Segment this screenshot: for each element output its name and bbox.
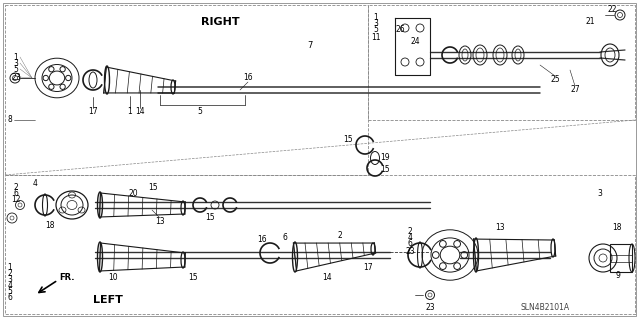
Text: LEFT: LEFT xyxy=(93,295,123,305)
Text: RIGHT: RIGHT xyxy=(201,17,239,27)
Text: 27: 27 xyxy=(570,85,580,94)
Text: 1: 1 xyxy=(8,263,12,272)
Text: 18: 18 xyxy=(612,224,621,233)
Text: 5: 5 xyxy=(13,64,19,73)
Text: 10: 10 xyxy=(108,273,118,283)
Text: 3: 3 xyxy=(13,58,19,68)
Text: 3: 3 xyxy=(8,276,12,285)
Text: 1: 1 xyxy=(13,53,19,62)
Text: 12: 12 xyxy=(12,196,20,204)
Text: 2: 2 xyxy=(338,231,342,240)
Text: 19: 19 xyxy=(380,153,390,162)
Text: 5: 5 xyxy=(198,108,202,116)
Text: 23: 23 xyxy=(425,302,435,311)
Text: 17: 17 xyxy=(363,263,373,272)
Text: 15: 15 xyxy=(380,166,390,174)
Text: 21: 21 xyxy=(585,18,595,26)
Text: 9: 9 xyxy=(616,271,620,279)
Text: 4: 4 xyxy=(408,234,412,242)
Text: 5: 5 xyxy=(8,287,12,296)
Text: 5: 5 xyxy=(374,26,378,34)
Text: 1: 1 xyxy=(127,108,132,116)
Text: 6: 6 xyxy=(408,240,412,249)
Text: 4: 4 xyxy=(33,179,37,188)
Text: 14: 14 xyxy=(322,273,332,283)
Text: 1: 1 xyxy=(374,13,378,23)
Text: 16: 16 xyxy=(257,235,267,244)
Text: 15: 15 xyxy=(205,213,215,222)
Text: 6: 6 xyxy=(13,189,19,198)
Text: 8: 8 xyxy=(8,115,12,124)
Text: 4: 4 xyxy=(8,281,12,291)
Text: 2: 2 xyxy=(408,227,412,236)
Text: 13: 13 xyxy=(495,224,505,233)
Text: 2: 2 xyxy=(8,270,12,278)
Text: 6: 6 xyxy=(283,233,287,241)
Text: 16: 16 xyxy=(243,73,253,83)
Text: 24: 24 xyxy=(410,38,420,47)
Text: 2: 2 xyxy=(13,183,19,192)
Text: 25: 25 xyxy=(550,76,560,85)
Bar xyxy=(610,244,632,272)
Text: 15: 15 xyxy=(148,183,158,192)
Text: 11: 11 xyxy=(371,33,381,42)
Text: 3: 3 xyxy=(598,189,602,197)
Text: 3: 3 xyxy=(374,19,378,28)
Text: 18: 18 xyxy=(45,220,55,229)
Text: 23: 23 xyxy=(11,72,21,81)
Text: 20: 20 xyxy=(128,189,138,197)
Text: 15: 15 xyxy=(188,273,198,283)
Text: 17: 17 xyxy=(88,108,98,116)
Text: 22: 22 xyxy=(607,5,617,14)
Text: 26: 26 xyxy=(395,26,405,34)
Text: 13: 13 xyxy=(155,218,165,226)
Text: 15: 15 xyxy=(343,136,353,145)
Text: 6: 6 xyxy=(8,293,12,302)
Text: 7: 7 xyxy=(307,41,313,49)
Text: SLN4B2101A: SLN4B2101A xyxy=(520,303,570,313)
Text: 23: 23 xyxy=(405,248,415,256)
Text: FR.: FR. xyxy=(60,273,75,283)
Text: 14: 14 xyxy=(135,108,145,116)
